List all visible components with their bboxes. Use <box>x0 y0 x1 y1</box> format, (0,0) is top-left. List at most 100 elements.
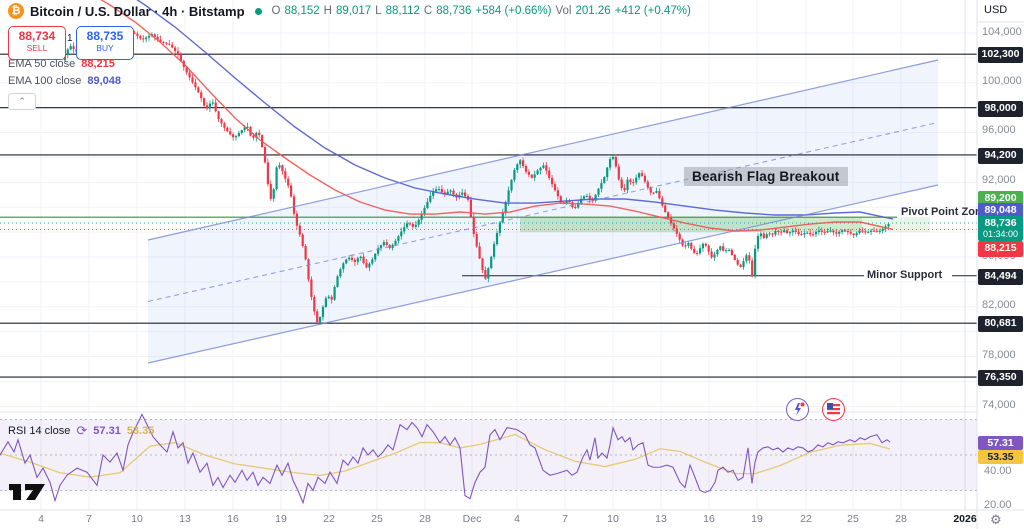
buy-price: 88,735 <box>86 29 124 43</box>
time-label-4[interactable]: 4 <box>514 513 520 525</box>
economic-event-icon[interactable] <box>786 398 809 421</box>
time-label-7[interactable]: 7 <box>562 513 568 525</box>
price-badge-88215[interactable]: 88,215 <box>978 240 1023 257</box>
channel-lower-line[interactable] <box>147 184 939 364</box>
rsi-axis-label[interactable]: 20.00 <box>984 499 1012 511</box>
channel-upper-line[interactable] <box>147 59 939 241</box>
time-label-10[interactable]: 10 <box>131 513 143 525</box>
sell-button[interactable]: 88,734 SELL <box>8 26 66 60</box>
rsi-badge-57.31[interactable]: 57.31 <box>978 436 1023 450</box>
time-label-16[interactable]: 16 <box>703 513 715 525</box>
badge-price: 98,000 <box>984 101 1017 114</box>
change-value: +584 (+0.66%) <box>475 5 552 17</box>
badge-price: 94,200 <box>984 148 1017 161</box>
pivot-zone-band-ext <box>862 217 930 233</box>
rsi-line[interactable] <box>0 413 891 505</box>
price-axis-label[interactable]: 78,000 <box>982 349 1016 361</box>
channel-midline[interactable] <box>147 121 939 303</box>
ema50-value: 88,215 <box>81 58 115 70</box>
price-badge-76350[interactable]: 76,350 <box>978 369 1023 386</box>
price-badge-80681[interactable]: 80,681 <box>978 315 1023 332</box>
price-axis-label[interactable]: 74,000 <box>982 399 1016 411</box>
us-flag-event-icon[interactable] <box>822 398 845 421</box>
ema100-legend[interactable]: EMA 100 close 89,048 <box>8 75 121 87</box>
buy-label: BUY <box>96 43 114 53</box>
ema100-label: EMA 100 close <box>8 75 82 87</box>
time-label-16[interactable]: 16 <box>227 513 239 525</box>
price-badge-88736[interactable]: 88,736 01:34:00 <box>978 216 1023 241</box>
ohlc-readout: O 88,152 H 89,017 L 88,112 C 88,736 +584… <box>272 5 691 17</box>
badge-price: 89,200 <box>984 191 1017 204</box>
sell-label: SELL <box>26 43 48 53</box>
low-value: 88,112 <box>385 5 420 17</box>
ema100-value: 89,048 <box>87 75 122 87</box>
rsi-ma-value: 53.35 <box>126 425 155 437</box>
open-value: 88,152 <box>284 5 320 17</box>
badge-price: 102,300 <box>981 47 1020 60</box>
badge-price: 88,736 <box>984 217 1017 229</box>
time-label-Dec[interactable]: Dec <box>462 513 482 525</box>
time-label-25[interactable]: 25 <box>371 513 383 525</box>
badge-price: 88,215 <box>984 241 1017 254</box>
collapse-legend-button[interactable]: ⌃ <box>8 93 36 110</box>
rsi-legend[interactable]: RSI 14 close ⟳ 57.31 53.35 <box>8 423 154 439</box>
price-badge-98000[interactable]: 98,000 <box>978 100 1023 117</box>
low-label: L <box>375 5 382 17</box>
price-badge-84494[interactable]: 84,494 <box>978 268 1023 285</box>
high-value: 89,017 <box>335 5 372 17</box>
time-label-13[interactable]: 13 <box>655 513 667 525</box>
sell-price: 88,734 <box>18 29 56 43</box>
ema50-label: EMA 50 close <box>8 58 76 70</box>
volume-value: 201.26 <box>575 5 611 17</box>
time-label-28[interactable]: 28 <box>895 513 907 525</box>
price-axis-label[interactable]: 96,000 <box>982 124 1016 136</box>
currency-label[interactable]: USD <box>984 4 1008 16</box>
badge-countdown: 01:34:00 <box>982 229 1019 239</box>
rsi-axis-label[interactable]: 40.00 <box>984 465 1012 477</box>
price-axis-label[interactable]: 82,000 <box>982 299 1016 311</box>
time-label-22[interactable]: 22 <box>323 513 335 525</box>
time-label-19[interactable]: 19 <box>275 513 287 525</box>
time-label-22[interactable]: 22 <box>800 513 812 525</box>
refresh-icon[interactable]: ⟳ <box>76 423 88 438</box>
ema100-line[interactable] <box>85 0 894 220</box>
rsi-badge-53.35[interactable]: 53.35 <box>978 450 1023 464</box>
open-label: O <box>271 5 281 17</box>
price-badge-94200[interactable]: 94,200 <box>978 147 1023 164</box>
price-axis-label[interactable]: 92,000 <box>982 174 1016 186</box>
pivot-zone-label[interactable]: Pivot Point Zone <box>901 206 988 218</box>
flag-breakout-label[interactable]: Bearish Flag Breakout <box>684 167 848 186</box>
volume-label: Vol <box>555 5 572 17</box>
ema50-legend[interactable]: EMA 50 close 88,215 <box>8 58 115 70</box>
symbol-title[interactable]: Bitcoin / U.S. Dollar · 4h · Bitstamp <box>30 3 245 19</box>
time-label-7[interactable]: 7 <box>86 513 92 525</box>
chevron-up-icon: ⌃ <box>18 96 26 106</box>
tradingview-logo <box>9 484 45 500</box>
time-label-10[interactable]: 10 <box>607 513 619 525</box>
minor-support-label[interactable]: Minor Support <box>867 269 943 281</box>
badge-price: 76,350 <box>984 370 1017 383</box>
market-status-dot <box>254 7 262 15</box>
price-badge-102300[interactable]: 102,300 <box>978 46 1023 63</box>
spread-value: 1 <box>67 33 73 44</box>
buy-button[interactable]: 88,735 BUY <box>76 26 134 60</box>
time-label-13[interactable]: 13 <box>179 513 191 525</box>
price-axis-label[interactable]: 100,000 <box>982 75 1022 87</box>
time-label-25[interactable]: 25 <box>847 513 859 525</box>
settings-gear-icon[interactable]: ⚙ <box>990 512 1002 527</box>
rsi-value: 57.31 <box>93 425 121 437</box>
rsi-label: RSI 14 close <box>8 425 71 437</box>
badge-price: 89,048 <box>984 203 1017 216</box>
price-axis-label[interactable]: 104,000 <box>982 26 1022 38</box>
ema50-line[interactable] <box>85 0 894 232</box>
badge-price: 80,681 <box>984 316 1017 329</box>
bitcoin-icon: ₿ <box>8 3 24 19</box>
time-label-19[interactable]: 19 <box>751 513 763 525</box>
price-badge-89048[interactable]: 89,048 <box>978 202 1023 219</box>
time-label-28[interactable]: 28 <box>419 513 431 525</box>
close-value: 88,736 <box>436 5 472 17</box>
time-label-4[interactable]: 4 <box>38 513 44 525</box>
time-label-2026[interactable]: 2026 <box>953 513 977 525</box>
